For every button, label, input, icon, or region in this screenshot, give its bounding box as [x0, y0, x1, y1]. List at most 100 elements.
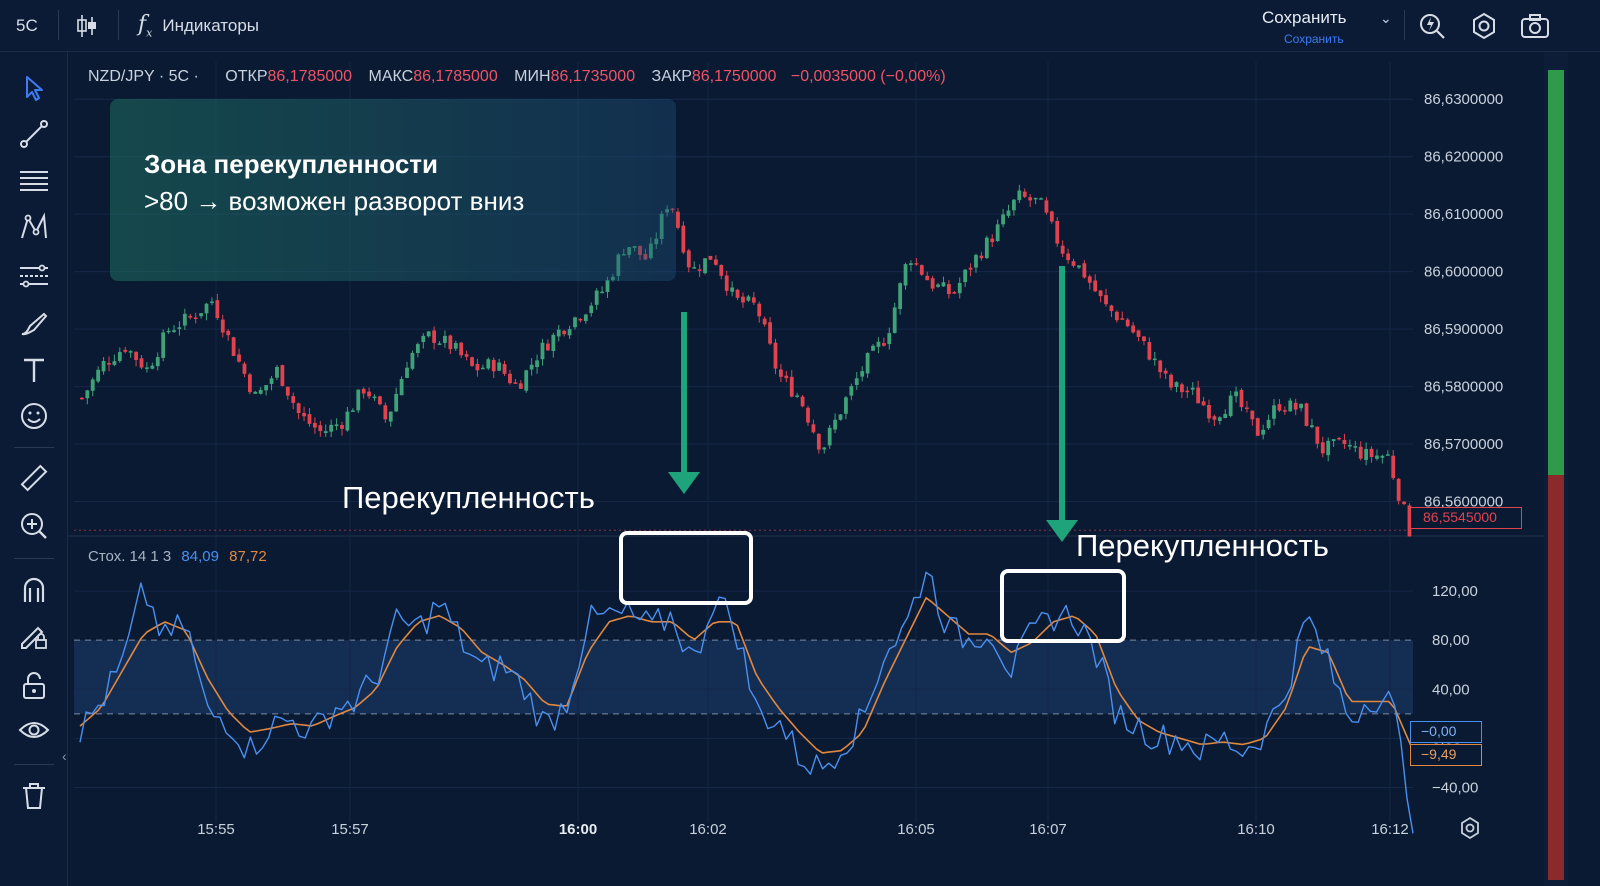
candle-body	[80, 397, 84, 400]
interval-button[interactable]: 5С	[16, 0, 38, 52]
indicators-button[interactable]: fx Индикаторы	[138, 0, 259, 52]
save-button[interactable]: Сохранить Сохранить ⌄	[1262, 8, 1402, 48]
cursor-icon[interactable]	[18, 72, 50, 104]
candle-body	[134, 351, 138, 360]
chart-canvas[interactable]: 86,6300000 86,6200000 86,6100000 86,6000000…	[68, 52, 1544, 886]
candle-body	[502, 364, 507, 374]
candle-body	[860, 371, 865, 377]
time-tick-label: 16:02	[689, 821, 727, 838]
price-tick-label: 86,6000000	[1424, 264, 1503, 281]
volume-strip	[1548, 70, 1564, 880]
low-label: МИН	[514, 68, 551, 85]
indicators-label: Индикаторы	[162, 16, 260, 35]
stochastic-name: Стох. 14 1 3	[88, 548, 172, 565]
candle-body	[779, 369, 783, 377]
symbol-label[interactable]: NZD/JPY · 5С ·	[88, 68, 199, 85]
settings-icon[interactable]	[1470, 12, 1498, 40]
price-tick-label: 86,6300000	[1424, 91, 1503, 108]
candle-body	[1380, 455, 1385, 458]
lock-drawing-icon[interactable]	[18, 620, 50, 652]
osc-tick-label: −40,00	[1432, 779, 1478, 796]
candle-body	[1407, 505, 1412, 537]
osc-tick-label: 120,00	[1432, 583, 1478, 600]
candlestick-icon	[77, 15, 96, 37]
candle-body	[573, 317, 577, 328]
stochastic-k-value: 84,09	[181, 548, 219, 565]
time-tick-label: 16:00	[559, 821, 597, 838]
candle-body	[1098, 290, 1103, 297]
candle-body	[1012, 199, 1016, 211]
brush-icon[interactable]	[18, 308, 50, 340]
eye-icon[interactable]	[18, 714, 50, 746]
candle-body	[936, 284, 940, 287]
symbol-legend: NZD/JPY · 5С · ОТКР86,1785000 МАКС86,178…	[88, 68, 946, 86]
candle-body	[1299, 403, 1304, 409]
chevron-down-icon[interactable]: ⌄	[1380, 10, 1392, 26]
chart-type-button[interactable]	[76, 0, 98, 52]
candle-body	[806, 407, 810, 423]
candle-body	[508, 373, 512, 384]
pattern-icon[interactable]	[18, 212, 50, 244]
candle-body	[323, 431, 328, 434]
candle-body	[1326, 440, 1331, 456]
candle-body	[567, 329, 572, 336]
zoom-in-icon[interactable]	[18, 510, 50, 542]
time-tick-label: 16:07	[1029, 821, 1067, 838]
text-icon[interactable]	[18, 354, 50, 386]
price-tick-label: 86,5700000	[1424, 436, 1503, 453]
candle-body	[919, 265, 924, 275]
candle-body	[1039, 198, 1043, 200]
candle-body	[881, 343, 886, 346]
toolbar-divider	[14, 447, 54, 448]
candle-body	[974, 254, 978, 268]
candle-body	[556, 329, 561, 337]
horizontal-lines-icon[interactable]	[18, 164, 50, 196]
candle-body	[399, 378, 404, 396]
candle-body	[193, 317, 198, 319]
candle-body	[421, 335, 426, 343]
unlock-icon[interactable]	[18, 670, 50, 702]
trash-icon[interactable]	[18, 780, 50, 812]
candle-body	[800, 396, 805, 407]
osc-tick-label: 80,00	[1432, 632, 1470, 649]
candle-body	[269, 378, 274, 384]
trend-line-icon[interactable]	[18, 118, 50, 150]
candle-body	[1066, 253, 1070, 261]
candle-body	[1315, 426, 1320, 444]
candle-body	[724, 275, 729, 291]
candle-body	[708, 255, 713, 260]
candle-body	[1049, 211, 1054, 222]
candle-body	[1120, 318, 1125, 320]
candle-body	[952, 292, 957, 294]
candle-body	[307, 414, 312, 424]
candle-body	[1331, 439, 1336, 442]
collapse-toolbar-icon[interactable]: ‹	[62, 748, 67, 764]
candle-body	[1293, 402, 1298, 410]
candle-body	[1044, 200, 1049, 213]
candle-body	[914, 263, 919, 265]
candle-body	[437, 343, 442, 345]
candle-body	[123, 349, 128, 352]
candle-body	[703, 258, 707, 274]
candle-body	[161, 332, 166, 358]
stochastic-legend[interactable]: Стох. 14 1 3 84,09 87,72	[88, 548, 267, 565]
chart-area[interactable]: 86,6300000 86,6200000 86,6100000 86,6000000…	[62, 52, 1600, 886]
candle-body	[676, 211, 680, 228]
candle-body	[367, 391, 371, 397]
candle-body	[730, 287, 735, 292]
quick-search-icon[interactable]	[1418, 12, 1446, 40]
scale-settings-icon[interactable]	[1458, 816, 1482, 840]
stochastic-k-line	[79, 571, 1414, 834]
camera-icon[interactable]	[1520, 12, 1550, 40]
candle-body	[735, 289, 740, 298]
candle-body	[995, 224, 1000, 242]
candle-body	[686, 250, 691, 268]
emoji-icon[interactable]	[18, 400, 50, 432]
candle-body	[1190, 387, 1195, 390]
ruler-icon[interactable]	[18, 462, 50, 494]
fib-retracement-icon[interactable]	[18, 260, 50, 292]
candle-body	[1342, 439, 1347, 444]
magnet-icon[interactable]	[18, 574, 50, 606]
candle-body	[1207, 405, 1211, 419]
candle-body	[600, 291, 604, 294]
